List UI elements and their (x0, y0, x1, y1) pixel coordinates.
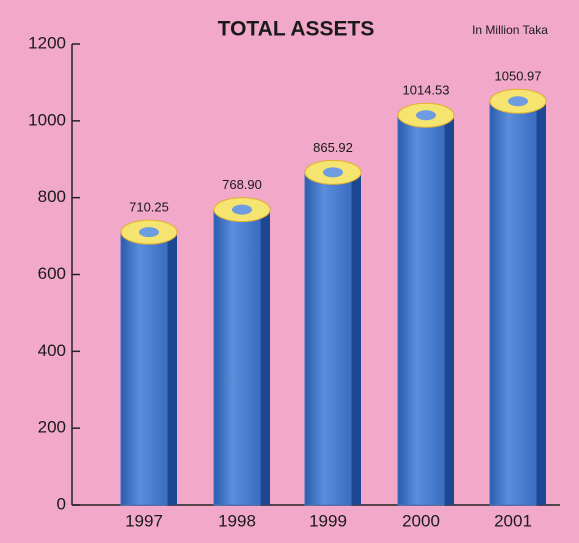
y-tick-label: 1000 (28, 110, 66, 129)
bar-top-center (232, 205, 252, 215)
bar-side (351, 172, 361, 505)
y-tick-label: 1200 (28, 33, 66, 52)
bar-side (536, 101, 546, 505)
bar-top-center (139, 227, 159, 237)
chart-title: TOTAL ASSETS (218, 18, 375, 41)
y-tick-label: 200 (38, 418, 66, 437)
chart-subtitle: In Million Taka (472, 23, 548, 37)
page: TOTAL ASSETS In Million Taka 0 200 400 600 8… (0, 0, 579, 543)
x-tick-label: 1997 (125, 511, 163, 530)
y-tick-label: 600 (38, 264, 66, 283)
bar (305, 172, 351, 505)
bar-side (444, 115, 454, 505)
bar (214, 210, 260, 505)
y-tick-label: 400 (38, 341, 66, 360)
bar (398, 115, 444, 505)
x-tick-label: 2000 (402, 511, 440, 530)
value-label: 710.25 (129, 200, 169, 215)
y-tick-label: 0 (57, 494, 66, 513)
bar-side (260, 210, 270, 505)
bar (121, 232, 167, 505)
x-tick-label: 1998 (218, 511, 256, 530)
bar (490, 101, 536, 505)
chart: TOTAL ASSETS In Million Taka 0 200 400 600 8… (0, 0, 579, 543)
value-label: 768.90 (222, 177, 262, 192)
y-tick-label: 800 (38, 187, 66, 206)
x-tick-label: 1999 (309, 511, 347, 530)
bar-side (167, 232, 177, 505)
value-label: 1014.53 (403, 83, 450, 98)
value-label: 1050.97 (495, 69, 542, 84)
x-tick-label: 2001 (494, 511, 532, 530)
value-label: 865.92 (313, 140, 353, 155)
bar-top-center (416, 110, 436, 120)
bar-top-center (323, 167, 343, 177)
bar-top-center (508, 96, 528, 106)
